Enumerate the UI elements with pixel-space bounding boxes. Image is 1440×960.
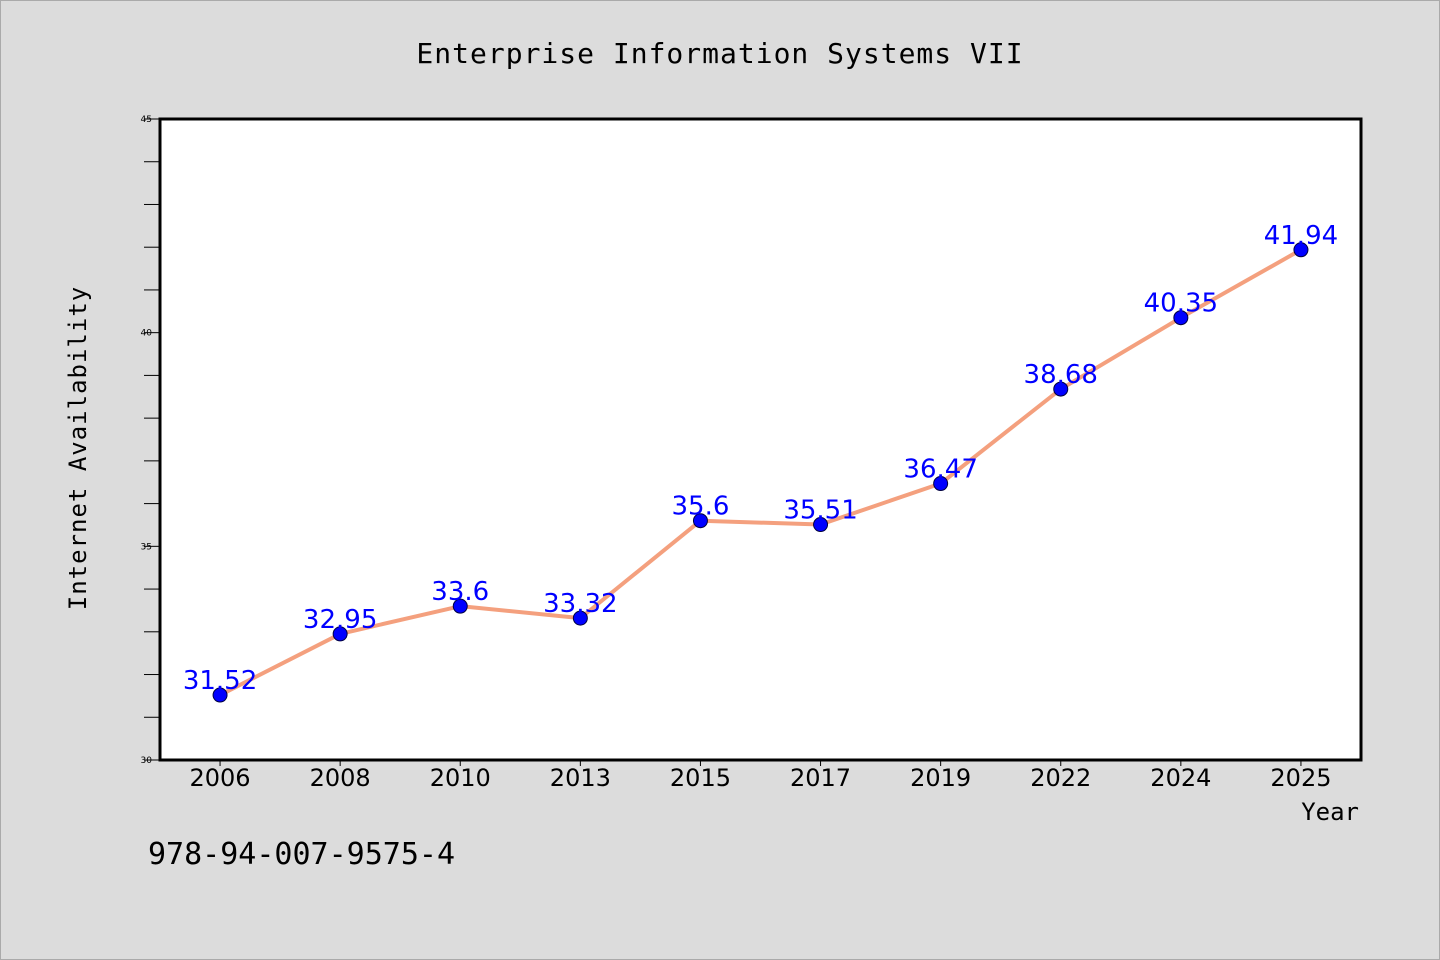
data-point	[332, 626, 348, 642]
chart-title: Enterprise Information Systems VII	[416, 37, 1023, 70]
x-tick-label: 2017	[790, 764, 851, 792]
data-label: 33.32	[543, 589, 617, 619]
x-tick-label: 2024	[1150, 764, 1211, 792]
data-label: 40.35	[1144, 289, 1218, 319]
data-label: 38.68	[1024, 360, 1098, 390]
data-point	[1293, 242, 1309, 258]
x-tick-label: 2006	[190, 764, 251, 792]
data-label: 35.51	[783, 496, 857, 526]
y-tick-label: 45	[141, 115, 152, 125]
data-label: 32.95	[303, 605, 377, 635]
x-axis-ticks: 2006 2008 2010 2013 2015 2017 2019 2022 2024 2025	[190, 760, 1331, 792]
data-label-layer: 31.52 32.95 33.6 33.32 35.6 35.51 36.47 38.68 40…	[183, 221, 1338, 696]
data-point	[452, 598, 468, 614]
data-label: 41.94	[1264, 221, 1338, 251]
data-point	[692, 513, 708, 529]
x-tick-label: 2025	[1270, 764, 1331, 792]
y-tick-label: 35	[141, 542, 152, 552]
data-point	[212, 687, 228, 703]
x-tick-label: 2019	[910, 764, 971, 792]
data-label: 36.47	[903, 455, 977, 485]
x-tick-label: 2015	[670, 764, 731, 792]
y-tick-label: 40	[141, 329, 153, 339]
y-axis-label: Internet Availability	[64, 286, 92, 610]
point-layer	[212, 242, 1309, 703]
plot-area	[158, 117, 1363, 762]
data-point	[813, 517, 829, 533]
y-tick-label: 30	[141, 756, 153, 766]
data-point	[1173, 310, 1189, 326]
series-line	[219, 248, 1302, 697]
data-point	[572, 610, 588, 626]
x-tick-label: 2008	[310, 764, 371, 792]
isbn-text: 978-94-007-9575-4	[148, 837, 455, 872]
x-tick-label: 2013	[550, 764, 611, 792]
data-label: 31.52	[183, 666, 257, 696]
y-axis-ticks: 30 35 40 45	[141, 115, 160, 766]
data-label: 33.6	[431, 577, 489, 607]
x-axis-label: Year	[1301, 798, 1359, 826]
data-point	[1053, 381, 1069, 397]
x-tick-label: 2022	[1030, 764, 1091, 792]
x-tick-label: 2010	[430, 764, 491, 792]
data-label: 35.6	[672, 492, 730, 522]
series-layer	[219, 248, 1302, 697]
data-point	[933, 476, 949, 492]
